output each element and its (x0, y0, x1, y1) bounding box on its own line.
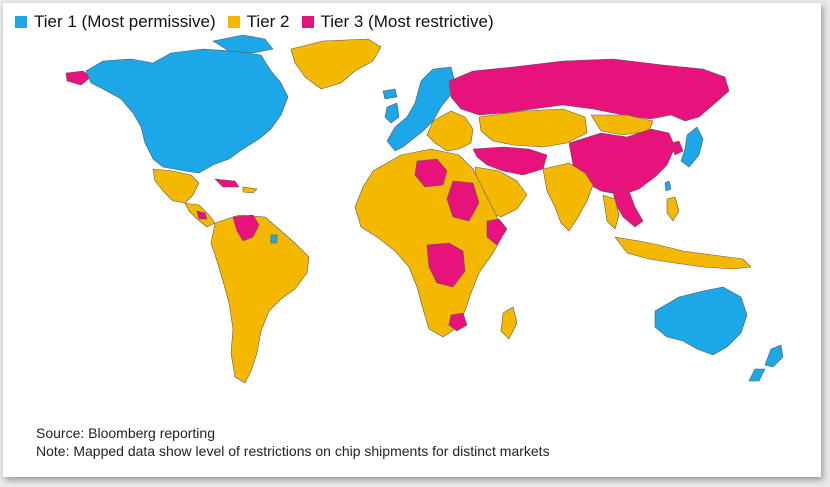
region-iceland (382, 88, 398, 100)
region-alaska (65, 70, 92, 86)
legend-item-tier2: Tier 2 (227, 12, 290, 32)
region-canada-islands (212, 34, 274, 54)
region-south-america (210, 214, 310, 384)
region-north-america-tier1 (85, 48, 289, 174)
region-south-asia (542, 162, 594, 232)
legend-item-tier3: Tier 3 (Most restrictive) (301, 12, 494, 32)
legend: Tier 1 (Most permissive) Tier 2 Tier 3 (… (15, 12, 506, 32)
region-new-zealand (764, 344, 784, 368)
legend-label-tier1: Tier 1 (Most permissive) (34, 12, 216, 31)
legend-label-tier2: Tier 2 (246, 12, 290, 31)
region-australia (654, 286, 748, 356)
region-central-america-tier3 (196, 210, 208, 220)
region-indonesia (614, 236, 752, 270)
region-caribbean-tier2 (242, 186, 258, 194)
note-text: Note: Mapped data show level of restrict… (36, 443, 550, 459)
region-japan (680, 126, 704, 168)
legend-item-tier1: Tier 1 (Most permissive) (15, 12, 216, 32)
world-map (65, 34, 784, 384)
region-western-europe-tier1 (386, 66, 456, 152)
region-french-guiana (270, 234, 278, 244)
region-middle-east-tier3 (472, 146, 548, 176)
region-central-asia-tier2 (478, 108, 588, 148)
region-philippines (666, 196, 680, 222)
legend-swatch-tier2 (227, 16, 240, 28)
region-madagascar (500, 306, 518, 340)
region-somalia-tier3 (486, 218, 508, 246)
legend-swatch-tier3 (301, 16, 314, 28)
region-zimbabwe-tier3 (448, 312, 468, 332)
region-mexico (152, 168, 200, 204)
region-taiwan (664, 180, 672, 192)
region-new-zealand-south (748, 368, 766, 382)
source-text: Source: Bloomberg reporting (36, 425, 215, 441)
region-sudan-tier3 (446, 180, 480, 222)
map-card: Tier 1 (Most permissive) Tier 2 Tier 3 (… (3, 3, 821, 477)
region-venezuela (232, 214, 260, 242)
region-eastern-europe-tier2 (426, 110, 474, 152)
region-southeast-asia-tier2 (602, 194, 620, 230)
legend-label-tier3: Tier 3 (Most restrictive) (320, 12, 494, 31)
map-footer: Source: Bloomberg reporting Note: Mapped… (36, 424, 550, 460)
region-congo-tier3 (426, 242, 466, 288)
region-russia (448, 58, 730, 122)
legend-swatch-tier1 (15, 16, 27, 28)
region-libya-tier3 (414, 158, 448, 188)
region-greenland (290, 38, 382, 90)
region-caribbean-tier3 (214, 178, 240, 188)
region-korea (670, 140, 684, 156)
region-uk (384, 102, 400, 124)
